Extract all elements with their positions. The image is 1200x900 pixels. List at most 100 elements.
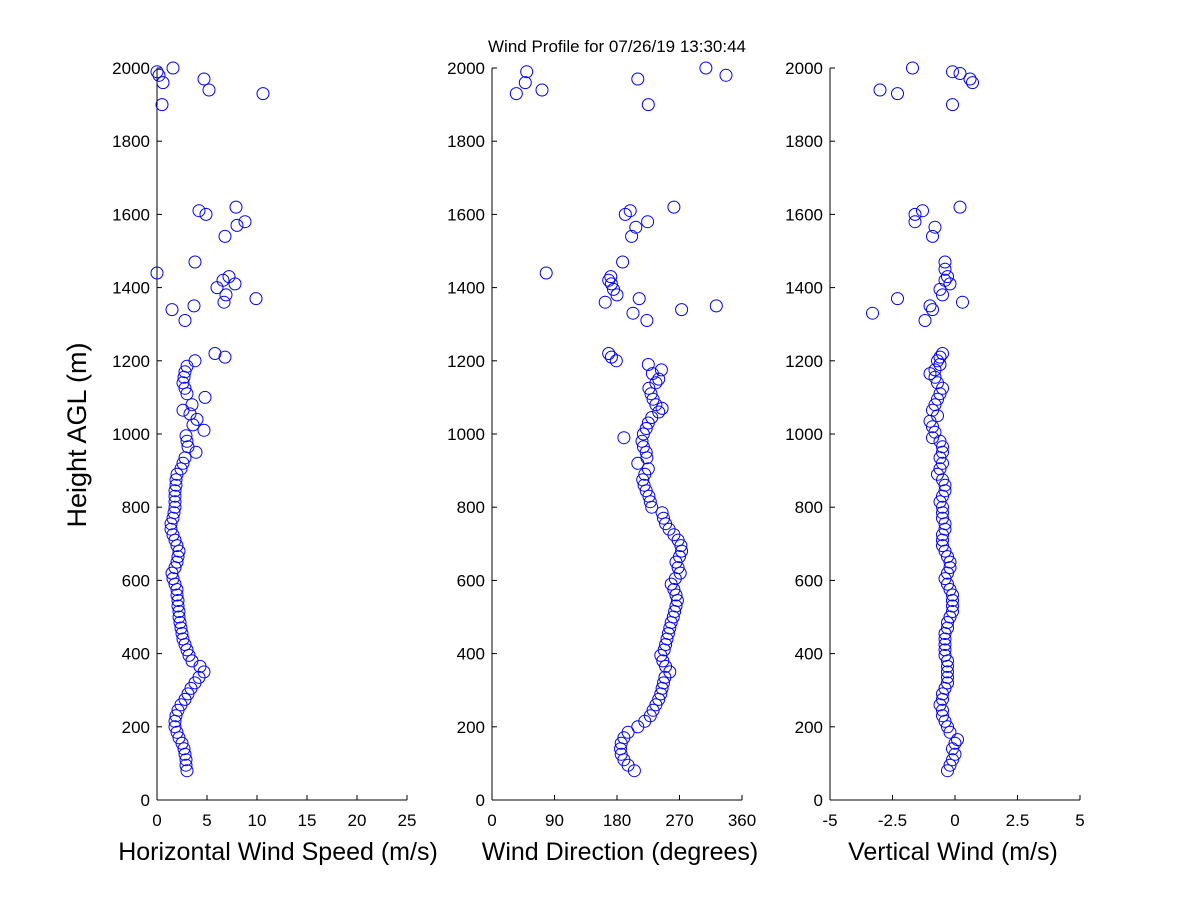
y-tick-label: 2000 xyxy=(447,59,485,78)
y-tick-label: 0 xyxy=(814,791,823,810)
data-point xyxy=(931,392,944,406)
data-point xyxy=(933,462,947,476)
data-point xyxy=(635,434,649,448)
data-point xyxy=(173,616,187,629)
data-point xyxy=(509,87,523,101)
y-axis-label: Height AGL (m) xyxy=(62,342,92,527)
y-tick-label: 0 xyxy=(141,791,150,810)
data-point xyxy=(188,255,202,269)
data-point xyxy=(923,299,937,313)
data-point xyxy=(946,65,959,79)
data-point xyxy=(639,422,653,435)
x-axis-label-speed: Horizontal Wind Speed (m/s) xyxy=(118,838,438,866)
data-point xyxy=(150,65,164,79)
data-point xyxy=(916,204,929,218)
data-point xyxy=(604,277,618,291)
data-point xyxy=(249,292,263,306)
data-point xyxy=(938,643,952,657)
data-point xyxy=(667,200,681,214)
data-point xyxy=(210,281,224,295)
data-point xyxy=(192,204,206,218)
y-tick-label: 200 xyxy=(457,718,485,737)
horizontal-speed-panel: 0 200 400 600 800 1000 1200 1400 1600 1800 2000 0 5 1… xyxy=(112,59,416,830)
data-point xyxy=(188,354,202,368)
data-point xyxy=(941,270,954,284)
data-point xyxy=(673,550,686,564)
data-point xyxy=(641,215,655,229)
data-point xyxy=(625,229,639,243)
data-point xyxy=(941,676,954,690)
data-point xyxy=(926,420,939,434)
data-point xyxy=(891,292,904,306)
data-point xyxy=(948,736,962,750)
data-point xyxy=(179,753,193,767)
data-point xyxy=(177,742,191,756)
data-point xyxy=(671,561,685,575)
y-tick-label: 1200 xyxy=(112,352,150,371)
y-tick-label: 600 xyxy=(795,571,823,590)
data-point xyxy=(941,550,954,564)
data-point xyxy=(609,354,623,368)
data-point xyxy=(189,445,203,459)
data-point xyxy=(176,376,190,390)
data-point xyxy=(181,440,195,454)
y-tick-label: 1000 xyxy=(785,425,823,444)
data-point xyxy=(150,266,164,280)
data-point xyxy=(948,747,962,761)
data-point xyxy=(539,266,553,280)
data-point xyxy=(166,61,180,75)
x-axis-label-direction: Wind Direction (degrees) xyxy=(482,838,759,866)
data-point xyxy=(520,65,534,79)
data-point xyxy=(938,638,952,651)
y-tick-label: 1400 xyxy=(785,279,823,298)
data-point xyxy=(168,720,182,734)
y-tick-label: 600 xyxy=(122,571,150,590)
data-point xyxy=(891,87,904,101)
data-point xyxy=(616,255,630,269)
data-point xyxy=(928,220,942,234)
y-tick-label: 1400 xyxy=(112,279,150,298)
data-point xyxy=(176,632,190,646)
x-axis-label-vertical: Vertical Wind (m/s) xyxy=(848,838,1058,866)
data-point xyxy=(699,61,713,75)
data-point xyxy=(623,204,637,218)
data-point xyxy=(938,262,952,276)
data-point xyxy=(617,431,631,445)
y-tick-label: 2000 xyxy=(785,59,823,78)
data-point xyxy=(931,376,944,390)
y-tick-label: 1600 xyxy=(785,205,823,224)
vertical-wind-panel: 0 200 400 600 800 1000 1200 1400 1600 1800 2000 -5 -… xyxy=(785,59,1085,830)
data-point xyxy=(645,367,659,381)
data-point xyxy=(928,398,942,412)
data-point xyxy=(632,292,646,306)
y-tick-label: 1200 xyxy=(785,352,823,371)
data-point xyxy=(946,605,959,618)
x-tick-label: 5 xyxy=(1075,811,1084,830)
data-point xyxy=(936,456,949,470)
y-tick-label: 800 xyxy=(122,498,150,517)
data-point xyxy=(669,599,683,613)
y-tick-label: 1600 xyxy=(112,205,150,224)
data-point xyxy=(943,758,957,772)
data-point xyxy=(256,87,270,101)
data-point xyxy=(170,555,184,569)
data-point xyxy=(956,295,969,309)
data-point xyxy=(170,588,184,602)
data-point xyxy=(669,588,683,602)
data-point xyxy=(230,218,244,232)
x-tick-label: 0 xyxy=(950,811,959,830)
data-point xyxy=(618,207,632,221)
data-point xyxy=(936,440,949,454)
data-point xyxy=(946,588,959,602)
data-point xyxy=(155,98,169,112)
y-tick-label: 200 xyxy=(795,718,823,737)
data-point xyxy=(166,572,180,586)
data-point xyxy=(941,670,954,684)
x-tick-label: 0 xyxy=(152,811,161,830)
data-point xyxy=(168,495,182,509)
data-point xyxy=(637,478,651,492)
data-point xyxy=(719,68,733,82)
data-point xyxy=(518,76,532,90)
data-point xyxy=(936,288,949,302)
